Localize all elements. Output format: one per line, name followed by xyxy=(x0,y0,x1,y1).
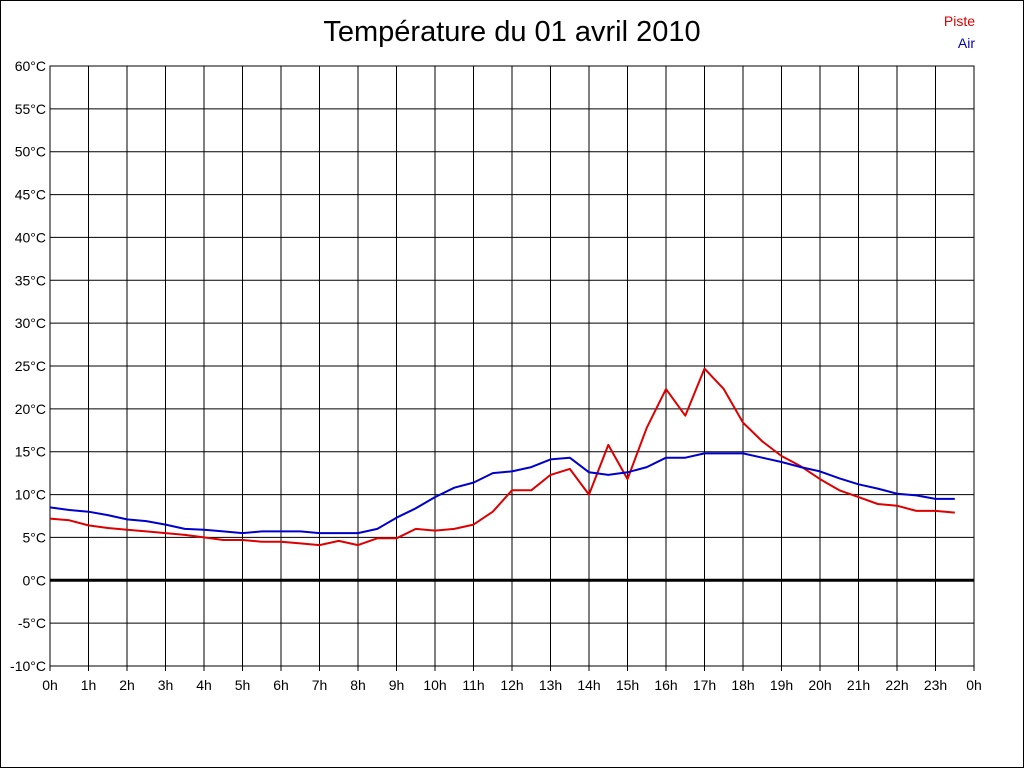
x-tick-label: 11h xyxy=(462,677,484,693)
y-tick-label: 40°C xyxy=(15,229,46,245)
x-tick-label: 12h xyxy=(500,677,523,693)
x-tick-label: 10h xyxy=(423,677,446,693)
y-tick-label: -10°C xyxy=(10,658,46,674)
y-tick-label: 45°C xyxy=(15,187,46,203)
x-tick-label: 19h xyxy=(770,677,793,693)
x-tick-label: 3h xyxy=(158,677,174,693)
x-tick-label: 1h xyxy=(81,677,97,693)
x-tick-label: 6h xyxy=(273,677,289,693)
y-tick-label: 55°C xyxy=(15,101,46,117)
x-tick-label: 20h xyxy=(808,677,831,693)
y-tick-label: 30°C xyxy=(15,315,46,331)
x-tick-label: 21h xyxy=(847,677,870,693)
y-tick-label: 50°C xyxy=(15,144,46,160)
y-tick-label: 35°C xyxy=(15,272,46,288)
x-tick-label: 15h xyxy=(616,677,639,693)
y-tick-label: -5°C xyxy=(18,615,46,631)
x-tick-label: 9h xyxy=(389,677,405,693)
x-tick-label: 18h xyxy=(731,677,754,693)
series-line-air xyxy=(49,452,955,535)
x-tick-label: 13h xyxy=(539,677,562,693)
x-tick-label: 22h xyxy=(885,677,908,693)
x-tick-label: 0h xyxy=(42,677,58,693)
series-line-piste xyxy=(49,367,955,547)
y-tick-label: 0°C xyxy=(23,572,47,588)
x-tick-label: 14h xyxy=(577,677,600,693)
x-tick-label: 5h xyxy=(235,677,251,693)
y-tick-label: 5°C xyxy=(23,529,47,545)
x-tick-label: 0h xyxy=(966,677,982,693)
chart-title: Température du 01 avril 2010 xyxy=(323,16,701,48)
x-tick-label: 8h xyxy=(350,677,366,693)
x-tick-label: 23h xyxy=(924,677,947,693)
y-tick-label: 10°C xyxy=(15,487,46,503)
x-tick-label: 17h xyxy=(693,677,716,693)
x-tick-label: 2h xyxy=(119,677,135,693)
y-tick-label: 60°C xyxy=(15,58,46,74)
legend-piste: Piste xyxy=(943,13,975,29)
x-tick-label: 4h xyxy=(196,677,212,693)
y-tick-label: 25°C xyxy=(15,358,46,374)
x-tick-label: 7h xyxy=(312,677,328,693)
y-tick-label: 15°C xyxy=(15,444,46,460)
y-tick-label: 20°C xyxy=(15,401,46,417)
x-tick-label: 16h xyxy=(654,677,677,693)
legend-air: Air xyxy=(957,35,975,51)
